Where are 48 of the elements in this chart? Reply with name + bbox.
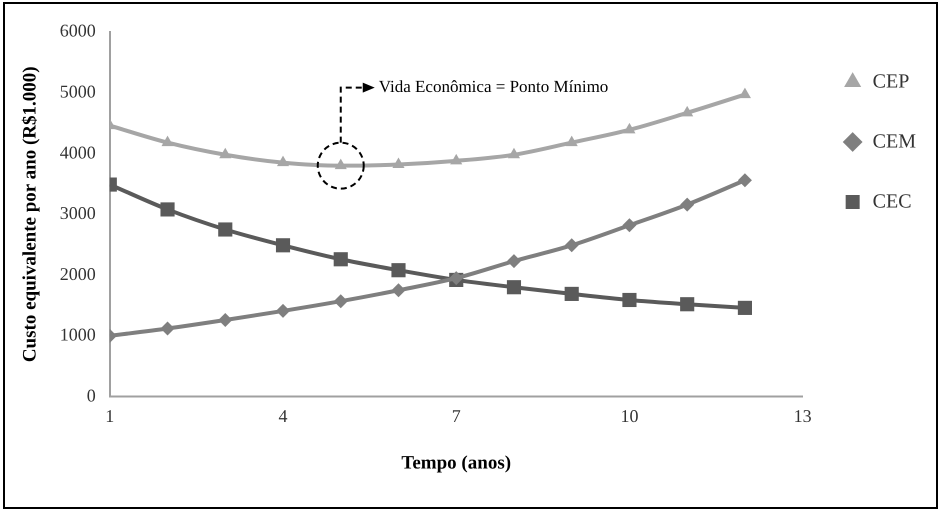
- point: [160, 322, 175, 336]
- point: [622, 218, 636, 232]
- y-tick-label: 5000: [60, 82, 96, 102]
- point: [623, 122, 636, 134]
- point: [218, 222, 232, 237]
- x-tick-label: 13: [794, 406, 812, 426]
- point: [564, 238, 579, 252]
- x-tick-label: 10: [620, 406, 638, 426]
- x-tick-label: 4: [278, 406, 288, 426]
- point: [506, 280, 522, 294]
- annotation: Vida Econômica = Ponto Mínimo: [378, 77, 608, 96]
- point: [219, 148, 232, 158]
- point: [564, 286, 579, 301]
- legend-label: CEC: [872, 190, 912, 212]
- point: [392, 157, 405, 168]
- point: [681, 106, 694, 116]
- point: [160, 202, 175, 217]
- point: [334, 294, 348, 308]
- x-axis-title: Tempo (anos): [401, 452, 512, 474]
- point: [334, 252, 348, 266]
- point: [622, 292, 637, 308]
- point: [391, 283, 406, 298]
- y-tick-label: 4000: [60, 142, 96, 162]
- x-tick-label: 7: [452, 406, 461, 426]
- point: [391, 263, 406, 278]
- point: [276, 156, 290, 166]
- y-tick-label: 1000: [60, 324, 96, 345]
- point: [161, 136, 174, 146]
- point: [566, 136, 578, 146]
- y-tick-label: 0: [86, 385, 96, 406]
- point: [218, 313, 232, 328]
- point: [680, 198, 694, 212]
- point: [276, 304, 290, 318]
- point: [680, 297, 694, 312]
- legend-label: CEP: [872, 70, 910, 92]
- x-tick-label: 1: [105, 406, 114, 426]
- point: [738, 300, 752, 315]
- y-tick-label: 3000: [60, 203, 96, 224]
- y-tick-label: 6000: [60, 20, 96, 41]
- point: [508, 148, 520, 158]
- point: [506, 254, 521, 268]
- legend-label: CEM: [872, 130, 916, 152]
- point: [738, 173, 752, 188]
- y-tick-label: 2000: [60, 264, 96, 284]
- y-axis-title: Custo equivalente por ano (R$1.000): [19, 66, 40, 362]
- point: [276, 238, 290, 252]
- point: [738, 88, 751, 98]
- point: [450, 154, 462, 164]
